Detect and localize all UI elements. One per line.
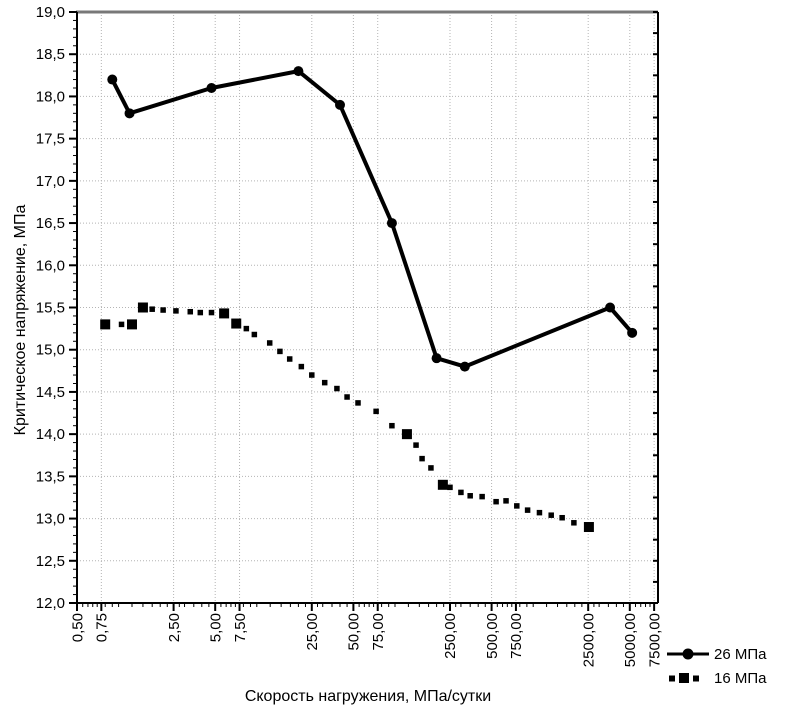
y-tick-label: 12,0 bbox=[36, 595, 65, 612]
x-tick-label: 7,50 bbox=[232, 613, 249, 642]
square-dash-marker-icon bbox=[669, 673, 699, 683]
x-tick-label: 5,00 bbox=[207, 613, 224, 642]
y-tick-label: 16,5 bbox=[36, 215, 65, 232]
y-tick-label: 17,0 bbox=[36, 173, 65, 190]
y-tick-labels: 12,0 12,5 13,0 13,5 14,0 14,5 15,0 15,5 16,0 16,5… bbox=[36, 4, 65, 612]
series-26mpa bbox=[107, 66, 638, 372]
y-tick-label: 15,0 bbox=[36, 342, 65, 359]
y-tick-label: 17,5 bbox=[36, 131, 65, 148]
y-tick-label: 16,0 bbox=[36, 257, 65, 274]
x-tick-label: 75,00 bbox=[370, 613, 387, 651]
x-tick-label: 7500,00 bbox=[646, 613, 663, 667]
x-tick-label: 750,00 bbox=[508, 613, 525, 659]
x-tick-label: 25,00 bbox=[304, 613, 321, 651]
y-tick-label: 18,0 bbox=[36, 88, 65, 105]
y-axis-ticks bbox=[69, 11, 658, 604]
legend-label-26mpa: 26 МПа bbox=[714, 645, 767, 663]
x-tick-label: 0,50 bbox=[69, 613, 86, 642]
x-tick-label: 0,75 bbox=[94, 613, 111, 642]
series-16mpa bbox=[100, 302, 594, 533]
x-tick-label: 500,00 bbox=[484, 613, 501, 659]
x-tick-labels: 0,50 0,75 2,50 5,00 7,50 25,00 50,00 75,00 250,0… bbox=[69, 613, 663, 667]
x-axis-title: Скорость нагружения, МПа/сутки bbox=[244, 688, 492, 705]
y-tick-label: 13,5 bbox=[36, 468, 65, 485]
y-tick-label: 14,5 bbox=[36, 384, 65, 401]
line-circle-marker-icon bbox=[667, 648, 709, 660]
y-tick-label: 19,0 bbox=[36, 4, 65, 21]
y-tick-label: 18,5 bbox=[36, 46, 65, 63]
y-tick-label: 12,5 bbox=[36, 553, 65, 570]
legend-item-26mpa: 26 МПа bbox=[666, 642, 766, 666]
legend-item-16mpa: 16 МПа bbox=[666, 666, 766, 690]
gridlines bbox=[77, 12, 658, 603]
x-axis-ticks bbox=[76, 603, 656, 611]
legend-label-16mpa: 16 МПа bbox=[714, 669, 767, 687]
y-axis-title: Критическое напряжение, МПа bbox=[12, 204, 29, 436]
x-tick-label: 2500,00 bbox=[580, 613, 597, 667]
x-tick-label: 50,00 bbox=[346, 613, 363, 651]
x-tick-label: 5000,00 bbox=[622, 613, 639, 667]
x-tick-label: 250,00 bbox=[442, 613, 459, 659]
x-tick-label: 2,50 bbox=[166, 613, 183, 642]
y-tick-label: 13,0 bbox=[36, 511, 65, 528]
legend: 26 МПа 16 МПа bbox=[666, 642, 766, 690]
y-tick-label: 15,5 bbox=[36, 300, 65, 317]
y-tick-label: 14,0 bbox=[36, 426, 65, 443]
